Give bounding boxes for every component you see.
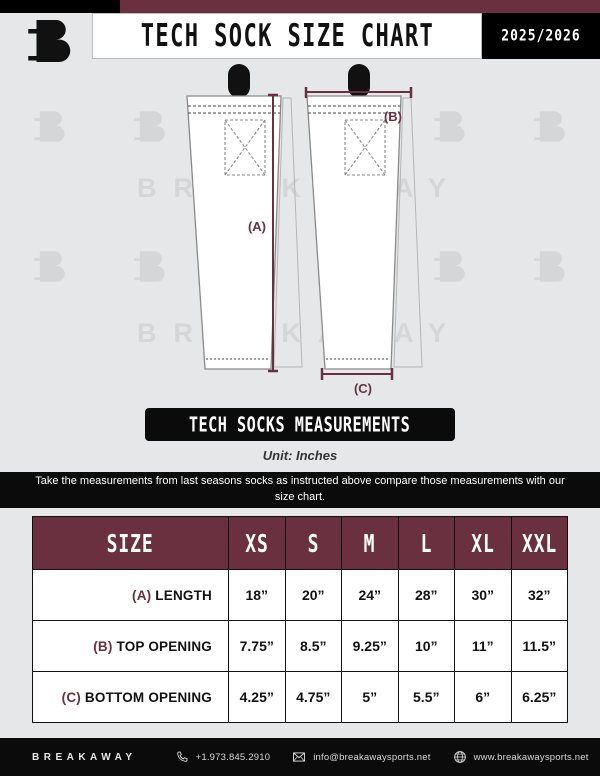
- sock-diagram-svg: (A) (B) (C): [186, 64, 423, 396]
- cell-length-s: 20”: [284, 569, 342, 621]
- footer-phone[interactable]: +1.973.845.2910: [175, 750, 271, 764]
- table-header-l: L: [397, 516, 455, 570]
- page-footer: BREAKAWAY +1.973.845.2910 info@breakaway…: [0, 738, 600, 776]
- footer-brand-name: BREAKAWAY: [32, 751, 137, 763]
- page-title: TECH SOCK SIZE CHART: [140, 18, 434, 54]
- cell-bottom-s: 4.75”: [284, 671, 342, 723]
- cell-top-xxl: 11.5”: [510, 620, 568, 672]
- breakaway-b-monogram-icon: [34, 111, 65, 142]
- table-row: (A) LENGTH 18” 20” 24” 28” 30” 32”: [32, 569, 568, 621]
- top-accent-bar: [0, 0, 600, 13]
- cell-length-xl: 30”: [454, 569, 512, 621]
- phone-icon: [176, 751, 188, 762]
- breakaway-b-monogram-icon: [434, 111, 465, 142]
- page-title-box: TECH SOCK SIZE CHART: [92, 13, 482, 59]
- footer-website[interactable]: www.breakawaysports.net: [453, 750, 589, 764]
- table-header-size: SIZE: [32, 516, 229, 570]
- sock-right-illustration: [306, 64, 423, 370]
- row-label-bottom-opening: (C) BOTTOM OPENING: [32, 671, 229, 723]
- table-header-xs: XS: [228, 516, 286, 570]
- cell-bottom-xl: 6”: [454, 671, 512, 723]
- cell-bottom-m: 5”: [341, 671, 399, 723]
- breakaway-b-monogram-icon: [134, 251, 165, 282]
- unit-label: Unit: Inches: [262, 448, 338, 463]
- breakaway-b-monogram-icon: [34, 251, 65, 282]
- table-row: (B) TOP OPENING 7.75” 8.5” 9.25” 10” 11”…: [32, 620, 568, 672]
- table-header-xl: XL: [454, 516, 512, 570]
- instruction-strip: Take the measurements from last seasons …: [0, 472, 600, 508]
- breakaway-b-monogram-icon: [534, 111, 565, 142]
- cell-length-xs: 18”: [228, 569, 286, 621]
- row-label-top-opening: (B) TOP OPENING: [32, 620, 229, 672]
- measurements-banner: TECH SOCKS MEASUREMENTS: [145, 408, 455, 441]
- cell-length-xxl: 32”: [510, 569, 568, 621]
- table-header-s: S: [284, 516, 342, 570]
- cell-length-m: 24”: [341, 569, 399, 621]
- measure-line-a: [268, 93, 278, 373]
- measure-line-b: [304, 87, 413, 98]
- measurements-banner-title: TECH SOCKS MEASUREMENTS: [189, 412, 411, 437]
- size-chart-table: SIZE XS S M L XL XXL (A) LENGTH 18” 20” …: [32, 516, 568, 723]
- size-chart-table-wrapper: SIZE XS S M L XL XXL (A) LENGTH 18” 20” …: [32, 516, 568, 723]
- top-bar-black-segment: [0, 0, 120, 13]
- footer-website-text: www.breakawaysports.net: [473, 751, 589, 763]
- footer-email-text: info@breakawaysports.net: [313, 751, 431, 763]
- table-header-row: SIZE XS S M L XL XXL: [32, 516, 568, 570]
- season-year-label: 2025/2026: [501, 27, 581, 45]
- breakaway-b-monogram-icon: [534, 251, 565, 282]
- cell-bottom-xs: 4.25”: [228, 671, 286, 723]
- cell-bottom-l: 5.5”: [397, 671, 455, 723]
- top-bar-maroon-segment: [120, 0, 600, 13]
- season-year-badge: 2025/2026: [482, 13, 600, 59]
- globe-icon: [453, 751, 466, 763]
- table-header-m: M: [341, 516, 399, 570]
- sock-left-illustration: [186, 64, 303, 370]
- measure-label-a: (A): [248, 219, 266, 234]
- cell-top-s: 8.5”: [284, 620, 342, 672]
- cell-bottom-xxl: 6.25”: [510, 671, 568, 723]
- row-label-length: (A) LENGTH: [32, 569, 229, 621]
- footer-phone-text: +1.973.845.2910: [195, 751, 271, 763]
- breakaway-b-monogram-icon: [434, 251, 465, 282]
- measure-label-c: (C): [354, 381, 372, 396]
- cell-length-l: 28”: [397, 569, 455, 621]
- envelope-icon: [293, 752, 306, 762]
- breakaway-b-monogram-icon: [134, 111, 165, 142]
- cell-top-l: 10”: [397, 620, 455, 672]
- footer-contact-list: +1.973.845.2910 info@breakawaysports.net…: [175, 750, 600, 764]
- measure-line-c: [320, 368, 394, 380]
- cell-top-m: 9.25”: [341, 620, 399, 672]
- table-header-xxl: XXL: [510, 516, 568, 570]
- sock-diagram: (A) (B) (C): [0, 62, 600, 402]
- table-row: (C) BOTTOM OPENING 4.25” 4.75” 5” 5.5” 6…: [32, 671, 568, 723]
- cell-top-xs: 7.75”: [228, 620, 286, 672]
- footer-email[interactable]: info@breakawaysports.net: [292, 750, 430, 764]
- cell-top-xl: 11”: [454, 620, 512, 672]
- page-header: TECH SOCK SIZE CHART 2025/2026: [0, 13, 600, 63]
- measure-label-b: (B): [384, 109, 402, 124]
- breakaway-b-monogram-icon: [28, 20, 71, 62]
